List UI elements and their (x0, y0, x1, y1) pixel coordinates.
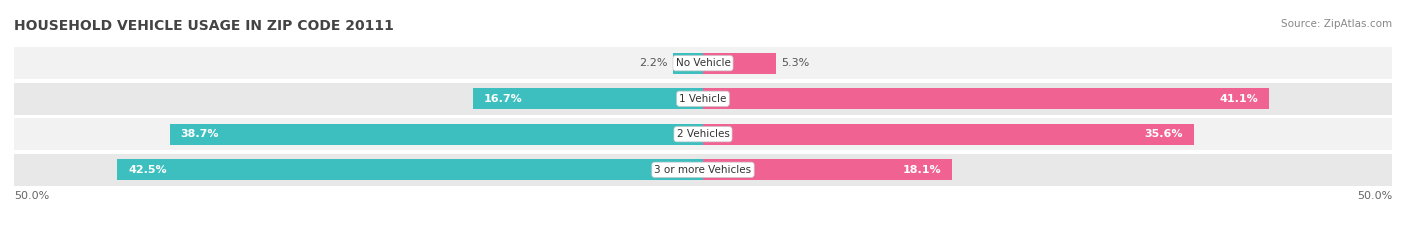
Bar (703, 159, 952, 180)
Bar (472, 88, 703, 110)
Text: 3 or more Vehicles: 3 or more Vehicles (654, 165, 752, 175)
Text: 38.7%: 38.7% (181, 129, 219, 139)
Bar (703, 53, 776, 74)
Text: 18.1%: 18.1% (903, 165, 942, 175)
Bar (14, 118, 1392, 150)
Bar (117, 159, 703, 180)
Text: Source: ZipAtlas.com: Source: ZipAtlas.com (1281, 19, 1392, 29)
Text: 2.2%: 2.2% (638, 58, 668, 68)
Text: 2 Vehicles: 2 Vehicles (676, 129, 730, 139)
Text: 42.5%: 42.5% (128, 165, 167, 175)
Text: HOUSEHOLD VEHICLE USAGE IN ZIP CODE 20111: HOUSEHOLD VEHICLE USAGE IN ZIP CODE 2011… (14, 19, 394, 33)
Bar (170, 123, 703, 145)
Text: 50.0%: 50.0% (1357, 191, 1392, 201)
Text: No Vehicle: No Vehicle (675, 58, 731, 68)
Bar (14, 47, 1392, 79)
Text: 35.6%: 35.6% (1144, 129, 1182, 139)
Text: 50.0%: 50.0% (14, 191, 49, 201)
Text: 41.1%: 41.1% (1219, 94, 1258, 104)
Text: 16.7%: 16.7% (484, 94, 523, 104)
Text: 1 Vehicle: 1 Vehicle (679, 94, 727, 104)
Bar (672, 53, 703, 74)
Bar (14, 154, 1392, 186)
Text: 5.3%: 5.3% (782, 58, 810, 68)
Bar (14, 83, 1392, 115)
Bar (703, 123, 1194, 145)
Bar (703, 88, 1270, 110)
